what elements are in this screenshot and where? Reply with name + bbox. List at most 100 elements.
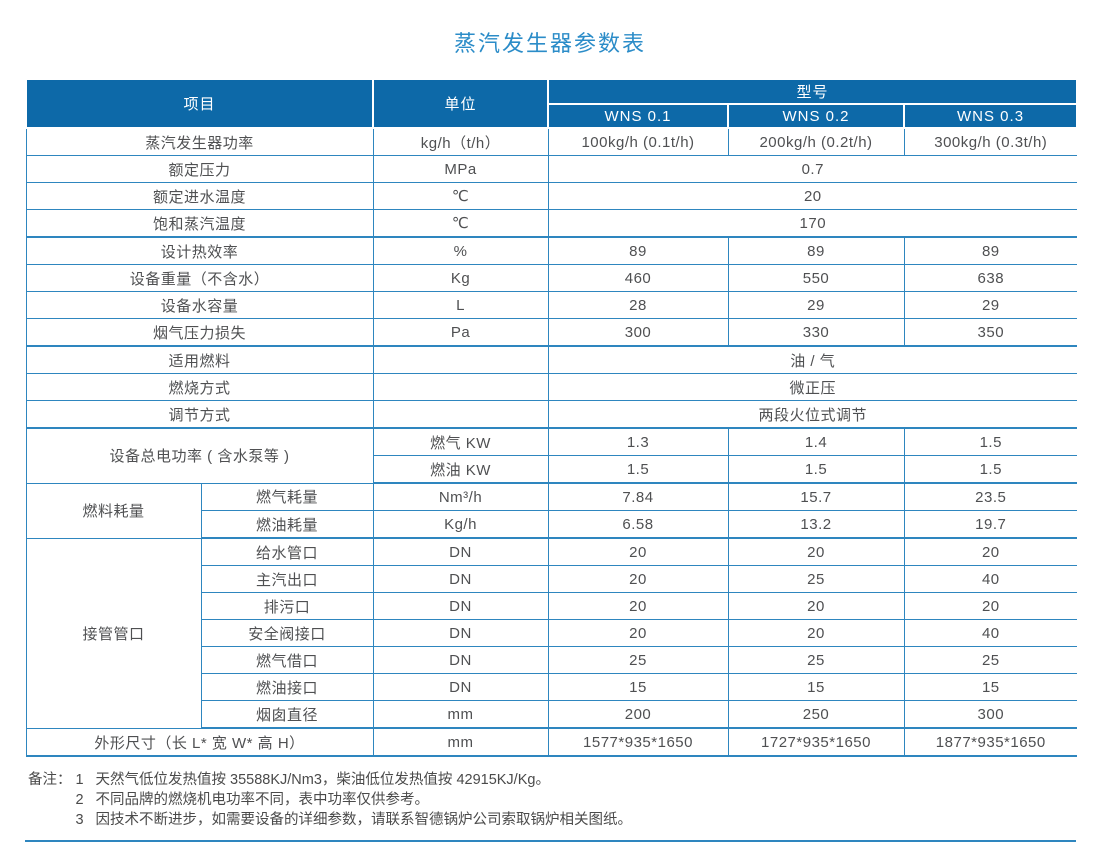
footnote-number: 1 bbox=[75, 772, 84, 788]
value-cell: 15.7 bbox=[727, 482, 905, 511]
table-row: 燃油接口 DN 15 15 15 bbox=[26, 673, 1078, 701]
unit-cell bbox=[372, 373, 549, 401]
value-cell: 1577*935*1650 bbox=[547, 727, 729, 757]
merged-value-cell: 微正压 bbox=[547, 373, 1078, 401]
unit-cell: Nm³/h bbox=[372, 482, 549, 511]
value-cell: 550 bbox=[727, 264, 905, 292]
value-cell: 20 bbox=[547, 592, 729, 620]
row-label-cell: 设备重量（不含水） bbox=[25, 264, 374, 292]
row-label-cell: 燃油接口 bbox=[200, 673, 374, 701]
table-row: 烟囱直径 mm 200 250 300 bbox=[26, 700, 1078, 729]
parameter-table: 项目 单位 型号 WNS 0.1 WNS 0.2 WNS 0.3 蒸汽发生器功率… bbox=[24, 78, 1079, 757]
unit-cell: DN bbox=[372, 592, 549, 620]
value-cell: 20 bbox=[727, 592, 905, 620]
page-title: 蒸汽发生器参数表 bbox=[453, 31, 646, 56]
unit-cell: ℃ bbox=[372, 209, 549, 238]
unit-cell bbox=[372, 400, 549, 429]
value-cell: 40 bbox=[903, 565, 1078, 593]
row-label-cell: 燃烧方式 bbox=[25, 373, 374, 401]
value-cell: 23.5 bbox=[903, 482, 1078, 511]
footnotes-prefix: 备注： bbox=[28, 772, 72, 788]
unit-cell: Kg bbox=[372, 264, 549, 292]
group-cell: 燃料耗量 bbox=[25, 482, 202, 539]
unit-cell bbox=[372, 345, 549, 374]
value-cell: 25 bbox=[547, 646, 729, 674]
merged-value-cell: 20 bbox=[547, 182, 1078, 210]
value-cell: 1.5 bbox=[727, 455, 905, 484]
value-cell: 6.58 bbox=[547, 510, 729, 539]
header-item: 项目 bbox=[24, 78, 375, 129]
merged-value-cell: 两段火位式调节 bbox=[547, 400, 1078, 429]
row-label-cell: 额定压力 bbox=[25, 155, 374, 183]
row-label-cell: 排污口 bbox=[200, 592, 374, 620]
group-cell: 接管管口 bbox=[25, 537, 202, 729]
footnote-number: 3 bbox=[75, 812, 84, 828]
value-cell: 29 bbox=[903, 291, 1078, 319]
header-unit: 单位 bbox=[372, 78, 550, 129]
row-label-cell: 安全阀接口 bbox=[200, 619, 374, 647]
value-cell: 1877*935*1650 bbox=[903, 727, 1078, 757]
value-cell: 200 bbox=[547, 700, 729, 729]
footnote-number: 2 bbox=[75, 792, 84, 808]
table-row: 饱和蒸汽温度 ℃ 170 bbox=[25, 209, 1078, 238]
unit-cell: 燃气 KW bbox=[372, 427, 549, 456]
value-cell: 1.4 bbox=[727, 427, 905, 456]
table-row: 适用燃料 油 / 气 bbox=[25, 345, 1078, 374]
row-label-cell: 设计热效率 bbox=[25, 236, 374, 265]
unit-cell: DN bbox=[372, 646, 549, 674]
value-cell: 460 bbox=[547, 264, 729, 292]
value-cell: 20 bbox=[903, 592, 1078, 620]
table-row: 调节方式 两段火位式调节 bbox=[25, 400, 1078, 429]
row-label-cell: 饱和蒸汽温度 bbox=[25, 209, 374, 238]
unit-cell: kg/h（t/h） bbox=[372, 127, 549, 156]
row-label-cell: 设备水容量 bbox=[25, 291, 374, 319]
unit-cell: % bbox=[372, 236, 549, 265]
value-cell: 300 bbox=[547, 318, 729, 347]
value-cell: 89 bbox=[727, 236, 905, 265]
footnote-text: 不同品牌的燃烧机电功率不同，表中功率仅供参考。 bbox=[95, 792, 430, 808]
table-row: 接管管口 给水管口 DN 20 20 20 bbox=[25, 537, 1078, 729]
footnote-item: 2 不同品牌的燃烧机电功率不同，表中功率仅供参考。 bbox=[76, 790, 633, 810]
value-cell: 25 bbox=[727, 646, 905, 674]
merged-value-cell: 170 bbox=[547, 209, 1078, 238]
row-label-cell: 燃油耗量 bbox=[200, 510, 374, 539]
unit-cell: 燃油 KW bbox=[372, 455, 549, 484]
value-cell: 350 bbox=[903, 318, 1078, 347]
unit-cell: L bbox=[372, 291, 549, 319]
value-cell: 638 bbox=[903, 264, 1078, 292]
unit-cell: Pa bbox=[372, 318, 549, 347]
row-label-cell: 设备总电功率 ( 含水泵等 ) bbox=[25, 427, 374, 484]
table-row: 设备水容量 L 28 29 29 bbox=[25, 291, 1078, 319]
value-cell: 40 bbox=[903, 619, 1078, 647]
table-row: 排污口 DN 20 20 20 bbox=[26, 592, 1078, 620]
value-cell: 19.7 bbox=[903, 510, 1078, 539]
merged-value-cell: 油 / 气 bbox=[547, 345, 1078, 374]
value-cell: 29 bbox=[727, 291, 905, 319]
unit-cell: mm bbox=[372, 700, 549, 729]
value-cell: 89 bbox=[903, 236, 1078, 265]
value-cell: 25 bbox=[727, 565, 905, 593]
value-cell: 13.2 bbox=[727, 510, 905, 539]
table-row: 外形尺寸（长 L* 宽 W* 高 H） mm 1577*935*1650 172… bbox=[25, 727, 1078, 757]
value-cell: 300kg/h (0.3t/h) bbox=[903, 127, 1078, 156]
value-cell: 1.5 bbox=[903, 455, 1078, 484]
value-cell: 7.84 bbox=[547, 482, 729, 511]
merged-value-cell: 0.7 bbox=[547, 155, 1078, 183]
value-cell: 15 bbox=[727, 673, 905, 701]
value-cell: 100kg/h (0.1t/h) bbox=[547, 127, 729, 156]
value-cell: 300 bbox=[903, 700, 1078, 729]
unit-cell: DN bbox=[372, 537, 549, 566]
bottom-divider bbox=[25, 840, 1076, 842]
value-cell: 15 bbox=[903, 673, 1078, 701]
value-cell: 20 bbox=[903, 537, 1078, 566]
table-row: 蒸汽发生器功率 kg/h（t/h） 100kg/h (0.1t/h) 200kg… bbox=[25, 127, 1078, 156]
value-cell: 20 bbox=[547, 565, 729, 593]
value-cell: 1727*935*1650 bbox=[727, 727, 905, 757]
footnote-item: 1 天然气低位发热值按 35588KJ/Nm3，柴油低位发热值按 42915KJ/… bbox=[76, 770, 633, 790]
unit-cell: MPa bbox=[372, 155, 549, 183]
table-row: 设备总电功率 ( 含水泵等 ) 燃气 KW 1.3 1.4 1.5 bbox=[25, 427, 1078, 484]
footnote-text: 天然气低位发热值按 35588KJ/Nm3，柴油低位发热值按 42915KJ/K… bbox=[95, 772, 550, 788]
table-row: 燃油 KW 1.5 1.5 1.5 bbox=[26, 455, 1078, 484]
value-cell: 20 bbox=[727, 619, 905, 647]
